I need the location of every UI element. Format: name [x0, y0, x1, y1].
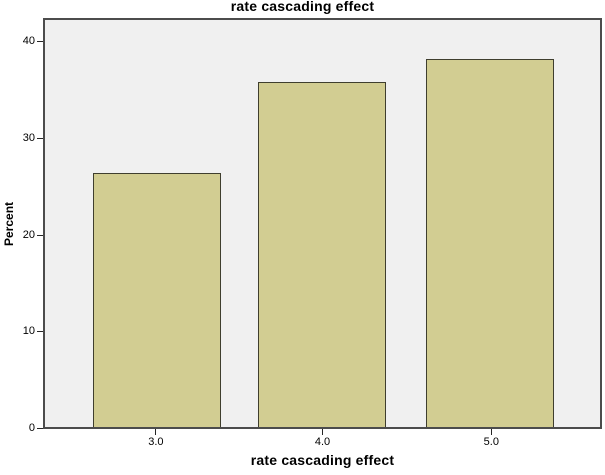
y-tick-mark [37, 234, 43, 236]
x-tick-mark [490, 429, 492, 435]
x-tick-mark [155, 429, 157, 435]
bar-3.0 [93, 172, 222, 427]
x-tick-label: 3.0 [148, 436, 164, 448]
y-tick-label: 20 [22, 228, 35, 241]
y-tick-mark [37, 428, 43, 429]
y-tick-label: 40 [22, 35, 35, 48]
y-tick-label: 30 [22, 131, 35, 144]
y-tick-mark [37, 41, 43, 43]
bar-4.0 [258, 81, 387, 427]
x-tick-mark [322, 429, 323, 435]
y-axis-title: Percent [2, 201, 16, 246]
y-tick-mark [37, 331, 43, 333]
y-tick-label: 0 [28, 422, 35, 434]
y-tick-mark [37, 137, 43, 139]
bar-5.0 [426, 59, 555, 427]
chart-title: rate cascading effect [230, 0, 375, 14]
y-tick-label: 10 [22, 325, 35, 338]
plot-area [43, 18, 602, 429]
x-axis-title: rate cascading effect [250, 452, 395, 468]
x-tick-label: 5.0 [483, 436, 499, 448]
x-tick-label: 4.0 [314, 436, 331, 448]
